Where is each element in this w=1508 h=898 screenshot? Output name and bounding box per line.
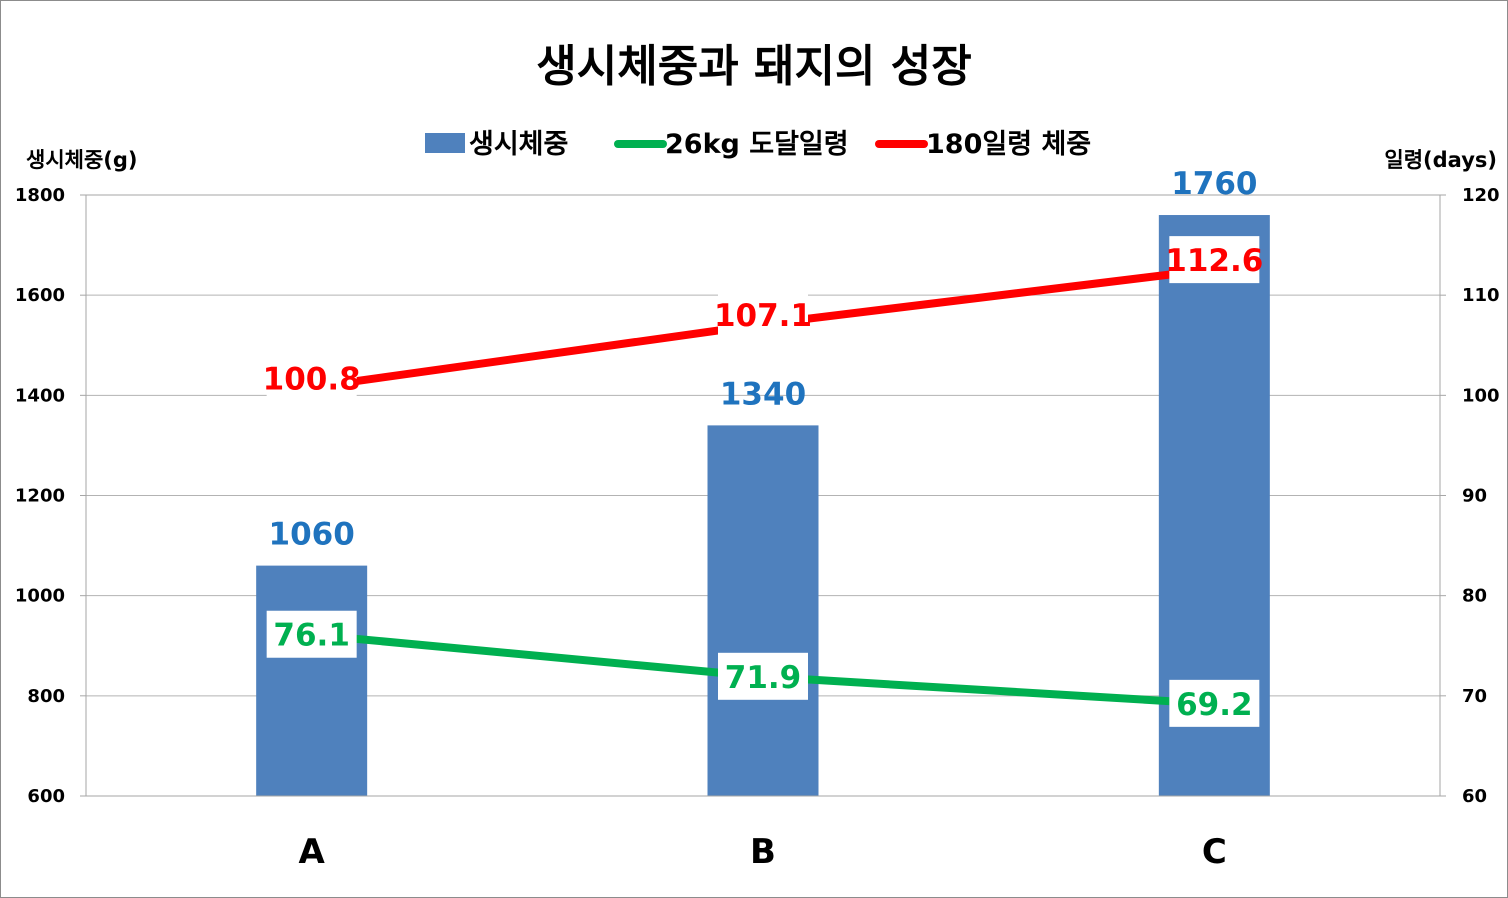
bar-value-label: 1340 [720,376,806,412]
y2-tick-label: 110 [1462,285,1500,306]
y2-axis-title: 일령(days) [1384,148,1497,172]
y2-tick-label: 60 [1462,786,1487,807]
y-axis-ticks: 600 800 1000 1200 1400 1600 1800 [15,185,86,807]
data-label-box [718,652,808,700]
y-tick-label: 1600 [15,285,65,306]
bar [707,425,819,796]
y2-tick-label: 90 [1462,486,1487,507]
category-label: A [299,832,326,872]
bar-value-label: 1060 [269,517,355,553]
chart-title: 생시체중과 돼지의 성장 [536,41,971,92]
line-value-label: 107.1 [714,298,812,334]
line-value-label: 112.6 [1165,243,1263,279]
data-label-box [718,291,808,339]
y2-axis-ticks: 60 70 80 90 100 110 120 [1440,185,1500,807]
data-label-box [1169,236,1260,284]
y-axis-title: 생시체중(g) [26,148,138,172]
legend: 생시체중 26kg 도달일령 180일령 체중 [425,129,1091,160]
y2-tick-label: 80 [1462,586,1487,607]
plot-area [85,194,1441,797]
bar [256,565,368,796]
y-tick-label: 1800 [15,185,65,206]
data-label-box [1169,679,1260,727]
y2-tick-label: 100 [1462,385,1500,406]
data-label-box [266,354,357,402]
legend-swatch-birth-weight [425,133,465,153]
bar-value-label: 1760 [1171,166,1257,202]
y-tick-label: 1200 [15,486,65,507]
y-tick-label: 1400 [15,385,65,406]
line-value-label: 71.9 [725,660,802,696]
line-value-label: 69.2 [1176,687,1253,723]
data-labels: 1060 1340 1760 76.1 71.9 69.2 100.8 107.1 112.6 [263,166,1263,727]
category-labels: A B C [299,832,1227,872]
category-label: C [1202,832,1227,872]
y-tick-label: 1000 [15,586,65,607]
y2-tick-label: 70 [1462,686,1487,707]
legend-label-birth-weight: 생시체중 [469,129,568,160]
line-value-label: 100.8 [263,361,361,397]
y-tick-label: 800 [27,686,65,707]
line-value-label: 76.1 [273,618,350,654]
category-label: B [750,832,776,872]
data-label-box [266,610,357,658]
y2-tick-label: 120 [1462,185,1500,206]
legend-label-weight-at-180d: 180일령 체중 [926,129,1091,160]
legend-label-days-to-26kg: 26kg 도달일령 [665,129,849,160]
y-tick-label: 600 [27,786,65,807]
